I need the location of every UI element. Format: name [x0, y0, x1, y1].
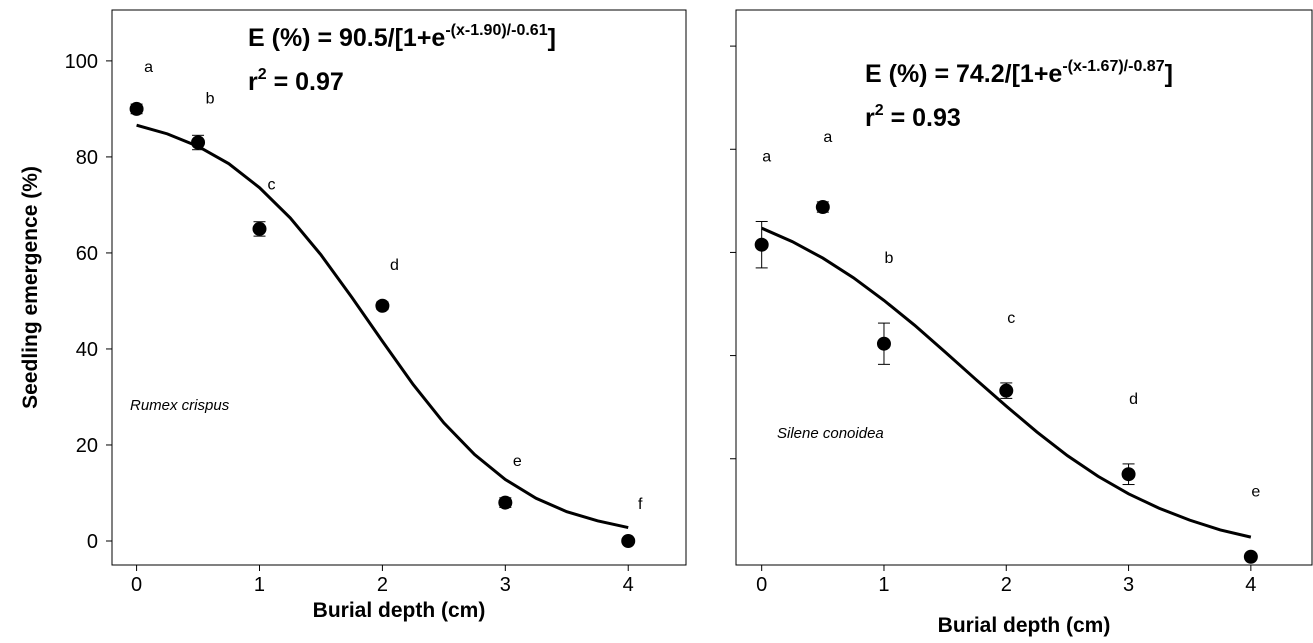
x-tick-label: 1 [878, 574, 889, 596]
fit-curve [761, 226, 1252, 539]
significance-letter: a [823, 129, 832, 146]
data-point [375, 298, 390, 313]
r-squared-end: = 0.97 [267, 68, 344, 96]
equation-sup: -(x-1.90)/-0.61 [445, 22, 547, 39]
y-tick-label: 60 [76, 243, 98, 265]
data-point [1121, 467, 1136, 482]
significance-letter: a [144, 59, 153, 76]
x-tick-label: 2 [1001, 574, 1012, 596]
equation-end: ] [1165, 60, 1173, 88]
y-tick-label: 80 [76, 147, 98, 169]
equation: E (%) = 74.2/[1+e-(x-1.67)/-0.87] [865, 58, 1173, 88]
r-squared-sup: 2 [875, 102, 884, 119]
x-axis-label: Burial depth (cm) [313, 599, 486, 622]
data-point [129, 101, 144, 116]
equation: E (%) = 90.5/[1+e-(x-1.90)/-0.61] [248, 22, 556, 52]
data-point [876, 336, 891, 351]
plot-frame [735, 9, 1313, 566]
significance-letter: e [1251, 484, 1260, 501]
significance-letter: b [206, 90, 215, 107]
r-squared: r2 = 0.97 [248, 66, 344, 96]
data-point [252, 221, 267, 236]
x-tick-label: 2 [377, 574, 388, 596]
x-tick-label: 0 [131, 574, 142, 596]
species-label: Silene conoidea [777, 425, 884, 442]
data-point [815, 200, 830, 215]
x-tick-label: 4 [623, 574, 634, 596]
y-tick-label: 40 [76, 339, 98, 361]
data-point [999, 383, 1014, 398]
equation-end: ] [548, 24, 556, 52]
r-squared: r2 = 0.93 [865, 102, 961, 132]
plot-frame [111, 9, 687, 566]
x-tick-label: 4 [1245, 574, 1256, 596]
x-tick-label: 3 [500, 574, 511, 596]
y-tick-label: 0 [87, 531, 98, 553]
equation-base: E (%) = 74.2/[1+e [865, 60, 1062, 88]
x-tick-label: 3 [1123, 574, 1134, 596]
significance-letter: d [390, 257, 399, 274]
equation-sup: -(x-1.67)/-0.87 [1062, 58, 1164, 75]
x-tick-label: 1 [254, 574, 265, 596]
fit-curve [136, 123, 629, 530]
data-point [754, 237, 769, 252]
significance-letter: d [1129, 391, 1138, 408]
x-axis-label: Burial depth (cm) [938, 614, 1111, 637]
y-axis-label: Seedling emergence (%) [19, 166, 42, 409]
significance-letter: c [267, 177, 275, 194]
data-point [621, 533, 636, 548]
x-tick-label: 0 [756, 574, 767, 596]
y-tick-label: 20 [76, 435, 98, 457]
y-tick-label: 100 [65, 51, 98, 73]
significance-letter: e [513, 453, 522, 470]
data-point [1243, 549, 1258, 564]
data-point [191, 135, 206, 150]
significance-letter: a [762, 148, 771, 165]
equation-base: E (%) = 90.5/[1+e [248, 24, 445, 52]
r-squared-base: r [248, 68, 258, 96]
data-point [498, 495, 513, 510]
significance-letter: f [638, 496, 643, 513]
r-squared-end: = 0.93 [884, 104, 961, 132]
significance-letter: c [1007, 310, 1015, 327]
r-squared-sup: 2 [258, 66, 267, 83]
significance-letter: b [885, 250, 894, 267]
r-squared-base: r [865, 104, 875, 132]
species-label: Rumex crispus [130, 397, 230, 414]
